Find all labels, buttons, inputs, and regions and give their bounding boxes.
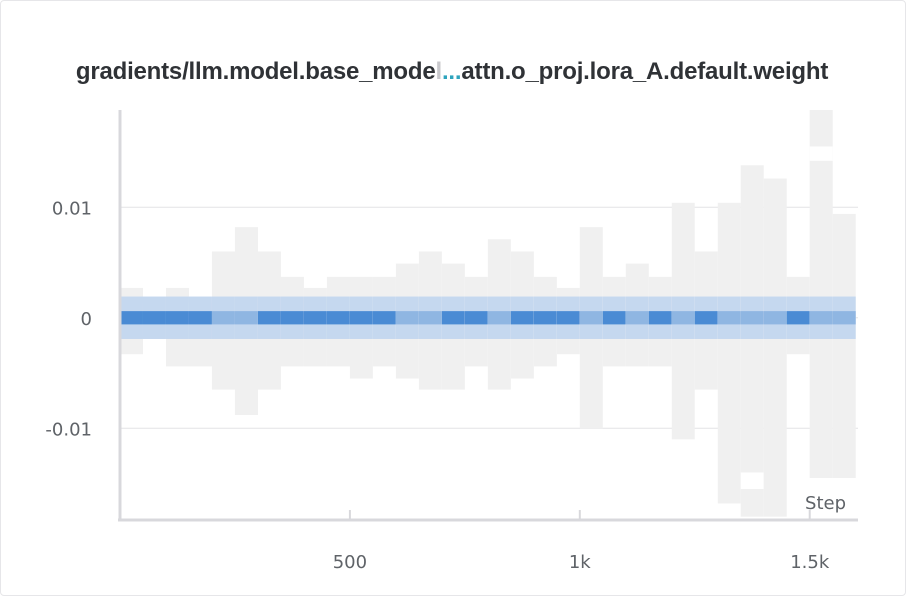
heatmap-bin-core: [464, 311, 488, 325]
heatmap-bin-core: [556, 311, 580, 325]
heatmap-bin-core: [441, 311, 465, 325]
x-tick-label: 1.5k: [790, 552, 830, 573]
heatmap-bin-core: [625, 311, 649, 325]
heatmap-bin-gap: [809, 502, 833, 520]
heatmap-bin-core: [234, 311, 258, 325]
heatmap-bin-core: [257, 311, 281, 325]
heatmap-bin-core: [303, 311, 327, 325]
heatmap-bin-core: [809, 311, 833, 325]
heatmap-bin-core: [763, 311, 787, 325]
heatmap-bin-core: [349, 311, 373, 325]
heatmap-bin-core: [648, 311, 672, 325]
heatmap-bin-light: [832, 213, 856, 479]
x-tick-label: 1k: [569, 552, 591, 573]
heatmap-bin-core: [142, 311, 166, 325]
heatmap-bin-gap: [740, 472, 764, 490]
chart-title-head: gradients/llm.model.base_mode: [75, 58, 436, 85]
heatmap-bin-core: [188, 311, 212, 325]
heatmap-bin-core: [487, 311, 511, 325]
heatmap-bin-core: [120, 311, 143, 325]
heatmap-bin-core: [832, 311, 856, 325]
heatmap-cells: [120, 110, 856, 520]
x-axis-title: Step: [805, 493, 846, 514]
tick-labels: 500 1k 1.5k 0.01 0 -0.01 Step: [45, 198, 846, 573]
heatmap-bin-core: [694, 311, 718, 325]
heatmap-bin-core: [418, 311, 442, 325]
chart-title-fade: l: [435, 58, 443, 85]
heatmap-bin-core: [165, 311, 189, 325]
heatmap-bin-core: [326, 311, 350, 325]
chart-title-ellipsis[interactable]: ...: [441, 58, 462, 85]
heatmap-bin-core: [740, 311, 764, 325]
heatmap-bin-light: [740, 165, 764, 517]
heatmap-bin-core: [510, 311, 534, 325]
heatmap-bin-core: [786, 311, 810, 325]
heatmap-bin-light: [763, 178, 787, 517]
heatmap-bin-core: [671, 311, 695, 325]
heatmap-bin-core: [395, 311, 419, 325]
heatmap-bin-light: [809, 110, 833, 479]
y-tick-label: 0: [81, 309, 92, 330]
y-tick-label: 0.01: [52, 198, 92, 219]
heatmap-bin-core: [579, 311, 603, 325]
heatmap-bin-core: [280, 311, 304, 325]
chart-title: gradients/llm.model.base_model...attn.o_…: [1, 58, 903, 86]
x-tick-label: 500: [333, 552, 367, 573]
heatmap-bin-core: [211, 311, 235, 325]
heatmap-bin-core: [372, 311, 396, 325]
y-tick-label: -0.01: [45, 419, 92, 440]
axes: [118, 110, 858, 522]
heatmap-bin-gap: [809, 146, 833, 161]
heatmap-bin-gap: [740, 110, 764, 136]
heatmap-bin-core: [533, 311, 557, 325]
heatmap-bin-core: [717, 311, 741, 325]
heatmap-bin-light: [717, 202, 741, 504]
heatmap-bin-core: [602, 311, 626, 325]
chart-title-tail: attn.o_proj.lora_A.default.weight: [461, 58, 829, 85]
